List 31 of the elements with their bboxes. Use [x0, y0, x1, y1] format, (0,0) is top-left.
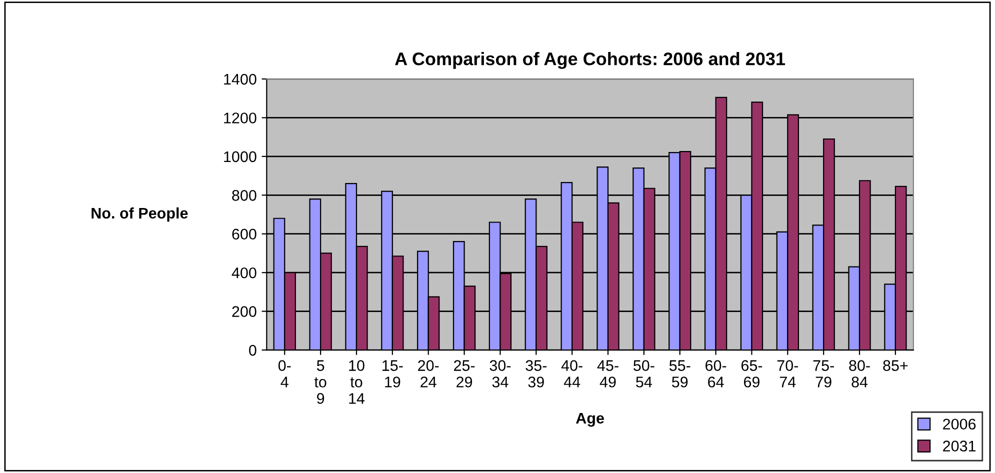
x-tick-label: 40-44 [561, 360, 582, 388]
x-tick-label: 60-64 [706, 360, 726, 388]
x-tick-label: 55-59 [669, 360, 690, 388]
y-tick-label: 1200 [224, 112, 256, 124]
legend-label: 2031 [943, 440, 976, 452]
y-tick-label: 1000 [224, 151, 256, 162]
x-tick-label: 85+ [883, 360, 908, 371]
x-tick-label: 45-49 [597, 360, 618, 388]
y-tick-label: 200 [232, 306, 256, 317]
x-tick-label: 75-79 [813, 360, 834, 388]
x-tick-label: 15-19 [382, 360, 403, 388]
y-tick-label: 1400 [224, 74, 256, 85]
y-tick-label: 0 [249, 344, 256, 356]
y-tick-label: 800 [232, 190, 256, 201]
x-tick-label: 25-29 [454, 360, 475, 388]
x-tick-label: 0-4 [278, 360, 291, 388]
x-tick-label: 10 to 14 [349, 360, 365, 404]
x-tick-label: 5 to 9 [314, 360, 326, 404]
x-tick-label: 30-34 [490, 360, 511, 388]
y-axis-title: No. of People [92, 207, 188, 222]
x-tick-label: 70-74 [777, 360, 798, 388]
y-tick-label: 600 [232, 228, 256, 240]
x-tick-label: 50-54 [634, 360, 654, 388]
x-axis-title: Age [576, 412, 604, 427]
legend-label: 2006 [943, 418, 976, 430]
y-tick-label: 400 [232, 267, 256, 278]
x-tick-label: 35-39 [526, 360, 546, 388]
x-tick-label: 80-84 [849, 360, 870, 388]
x-tick-label: 65-69 [741, 360, 762, 388]
x-tick-label: 20-24 [418, 360, 439, 388]
chart-title: A Comparison of Age Cohorts: 2006 and 2031 [395, 52, 786, 69]
